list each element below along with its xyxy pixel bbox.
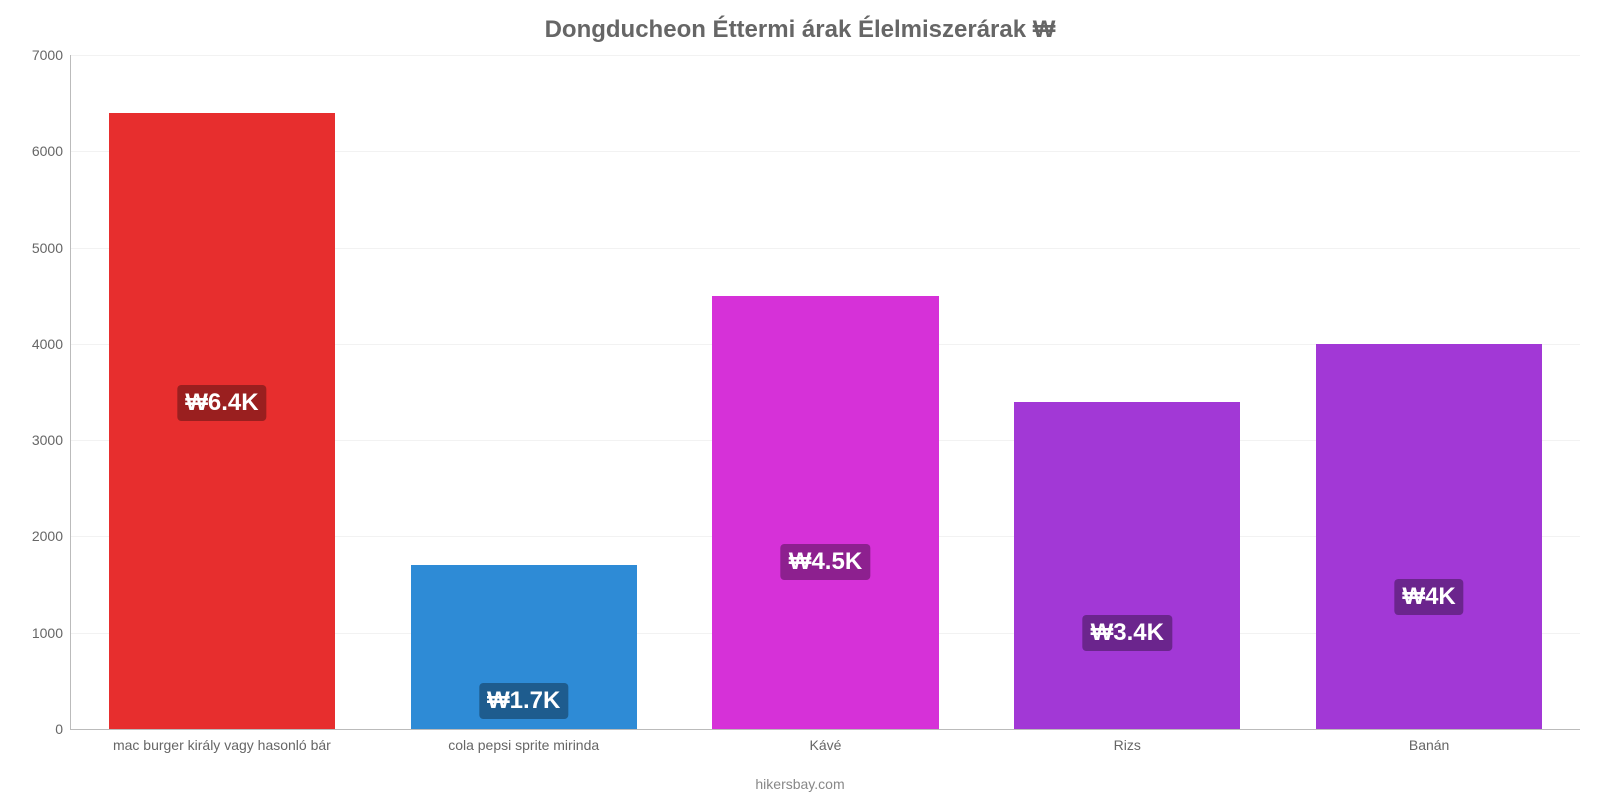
ytick-label: 7000 <box>32 47 71 63</box>
ytick-label: 3000 <box>32 432 71 448</box>
gridline <box>71 55 1580 56</box>
xtick-label: Banán <box>1409 729 1449 753</box>
chart-title: Dongducheon Éttermi árak Élelmiszerárak … <box>0 0 1600 44</box>
bar-value-badge: ₩1.7K <box>479 683 568 719</box>
bar-value-badge: ₩6.4K <box>177 385 266 421</box>
xtick-label: Kávé <box>810 729 842 753</box>
bar: ₩3.4K <box>1014 402 1240 729</box>
chart-area: 01000200030004000500060007000₩6.4Kmac bu… <box>70 55 1580 730</box>
xtick-label: Rizs <box>1114 729 1141 753</box>
ytick-label: 1000 <box>32 625 71 641</box>
ytick-label: 2000 <box>32 528 71 544</box>
xtick-label: mac burger király vagy hasonló bár <box>113 729 331 753</box>
bar-value-badge: ₩4K <box>1394 579 1463 615</box>
plot-region: 01000200030004000500060007000₩6.4Kmac bu… <box>70 55 1580 730</box>
bar: ₩6.4K <box>109 113 335 729</box>
bar-value-badge: ₩3.4K <box>1083 615 1172 651</box>
bar-value-badge: ₩4.5K <box>781 544 870 580</box>
xtick-label: cola pepsi sprite mirinda <box>448 729 599 753</box>
ytick-label: 5000 <box>32 240 71 256</box>
bar: ₩4K <box>1316 344 1542 729</box>
ytick-label: 0 <box>55 721 71 737</box>
ytick-label: 6000 <box>32 143 71 159</box>
ytick-label: 4000 <box>32 336 71 352</box>
chart-footer: hikersbay.com <box>0 776 1600 792</box>
bar: ₩1.7K <box>411 565 637 729</box>
bar: ₩4.5K <box>712 296 938 729</box>
